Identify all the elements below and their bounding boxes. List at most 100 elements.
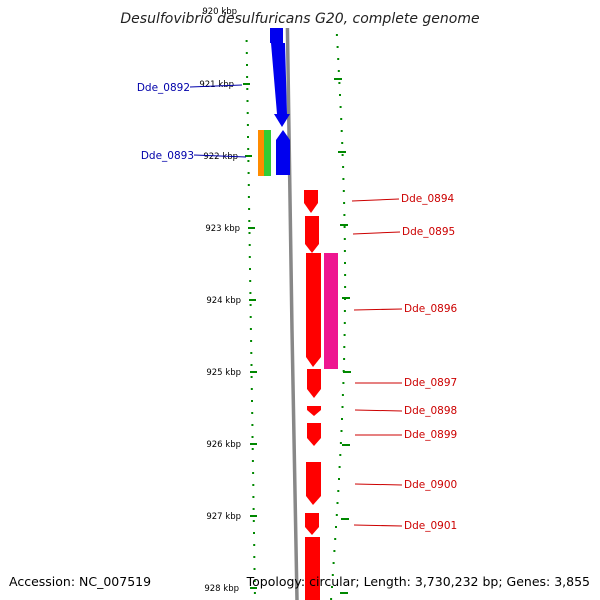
guide-dot (340, 130, 343, 132)
guide-dot (331, 574, 334, 576)
guide-dot (251, 424, 254, 426)
guide-dot (341, 154, 344, 156)
guide-dot (249, 280, 252, 282)
guide-dot (339, 442, 342, 444)
guide-dot (253, 532, 255, 534)
leader-line-dde-0892 (189, 84, 243, 88)
kbp-label-920: 920 kbp (202, 7, 237, 17)
guide-dot (250, 364, 253, 366)
guide-dot (249, 316, 252, 318)
guide-dot (253, 592, 256, 594)
guide-dot (339, 106, 342, 108)
guide-dot (247, 136, 249, 138)
leader-line-dde-0895 (352, 231, 401, 235)
kbp-label-923: 923 kbp (205, 224, 240, 234)
guide-dot (343, 202, 346, 204)
guide-dot (335, 34, 338, 36)
guide-dot (338, 82, 341, 84)
guide-dot (336, 502, 339, 504)
gene-bar-orange[interactable] (258, 130, 264, 176)
gene-bar-green[interactable] (264, 130, 271, 176)
leader-line-dde-0898 (354, 409, 403, 412)
guide-dot (249, 292, 252, 294)
dotted-guides (245, 34, 347, 600)
guide-dot (251, 436, 254, 438)
gene-label-dde-0901[interactable]: Dde_0901 (404, 520, 457, 532)
guide-dot (247, 160, 250, 162)
guide-dot (343, 358, 346, 360)
gene-label-dde-0893[interactable]: Dde_0893 (141, 150, 194, 162)
gene-arrow-dde-0902[interactable] (305, 537, 320, 600)
kbp-tick-921 (243, 83, 250, 85)
right-tick (342, 297, 350, 299)
guide-dot (342, 190, 345, 192)
guide-dot (341, 394, 344, 396)
guide-dot (252, 520, 255, 522)
gene-arrow-dde-0896[interactable] (306, 253, 321, 367)
gene-label-dde-0899[interactable]: Dde_0899 (404, 429, 457, 441)
guide-dot (330, 598, 333, 600)
guide-dot (249, 304, 252, 306)
gene-label-dde-0897[interactable]: Dde_0897 (404, 377, 457, 389)
guide-dot (340, 430, 343, 432)
gene-arrow-dde-0895[interactable] (305, 216, 319, 253)
gene-arrow-dde-0892[interactable] (271, 43, 290, 127)
gene-label-dde-0900[interactable]: Dde_0900 (404, 479, 457, 491)
guide-dot (252, 472, 255, 474)
guide-dot (342, 382, 345, 384)
right-tick (340, 592, 348, 594)
kbp-tick-labels: 920 kbp 921 kbp 922 kbp 923 kbp 924 kbp … (199, 7, 241, 594)
kbp-tick-925 (250, 371, 257, 373)
guide-dot (245, 52, 248, 54)
guide-dot (252, 484, 255, 486)
guide-dot (343, 310, 346, 312)
kbp-label-928: 928 kbp (204, 584, 239, 594)
guide-dot (248, 232, 251, 234)
guide-dot (253, 568, 256, 570)
leader-line-dde-0894 (351, 198, 400, 202)
guide-dot (343, 214, 346, 216)
gene-label-dde-0898[interactable]: Dde_0898 (404, 405, 457, 417)
title-background (0, 0, 600, 28)
gene-bar-magenta[interactable] (324, 253, 338, 369)
guide-dot (250, 340, 253, 342)
guide-dot (337, 58, 340, 60)
leader-line-dde-0901 (353, 524, 403, 527)
guide-dot (247, 172, 250, 174)
guide-dot (343, 334, 346, 336)
gene-arrow-dde-0900[interactable] (306, 462, 321, 505)
guide-dot (339, 454, 342, 456)
guide-dot (249, 328, 252, 330)
guide-dot (246, 112, 249, 114)
reverse-strand-genes (304, 190, 338, 600)
kbp-label-921: 921 kbp (199, 80, 234, 90)
gene-arrow-dde-0894[interactable] (304, 190, 318, 213)
guide-dot (250, 352, 253, 354)
gene-arrow-dde-0893[interactable] (276, 130, 290, 175)
guide-dot (252, 496, 255, 498)
gene-label-dde-0895[interactable]: Dde_0895 (402, 226, 455, 238)
kbp-tick-928 (250, 587, 257, 589)
gene-arrow-dde-0901[interactable] (305, 513, 319, 535)
gene-arrow-dde-0899[interactable] (307, 423, 321, 446)
guide-dot (247, 196, 250, 198)
guide-dot (332, 562, 335, 564)
guide-dot (343, 250, 346, 252)
gene-arrow-dde-0897[interactable] (307, 369, 321, 398)
kbp-tick-926 (250, 443, 257, 445)
right-tick (342, 444, 350, 446)
guide-dot (342, 178, 345, 180)
genome-backbone (285, 0, 299, 600)
gene-label-dde-0892[interactable]: Dde_0892 (137, 82, 190, 94)
guide-dot (341, 142, 344, 144)
guide-dot (339, 94, 341, 96)
left-gene-labels: Dde_0892 Dde_0893 (137, 82, 247, 162)
gene-label-dde-0894[interactable]: Dde_0894 (401, 193, 455, 205)
gene-label-dde-0896[interactable]: Dde_0896 (404, 303, 458, 315)
guide-dot (344, 286, 347, 288)
right-tick (340, 224, 348, 226)
gene-arrow-dde-0898[interactable] (307, 406, 321, 416)
guide-dot (336, 46, 339, 48)
right-tick (338, 151, 346, 153)
kbp-tick-922 (245, 155, 252, 157)
